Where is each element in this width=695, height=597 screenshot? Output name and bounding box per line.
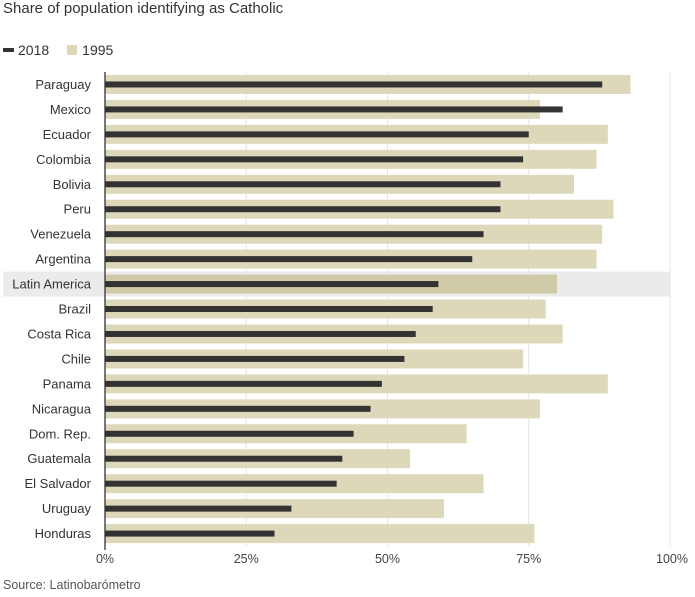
x-tick-label: 0%: [96, 552, 114, 566]
bar-2018: [105, 505, 292, 512]
bar-2018: [105, 330, 416, 337]
bar-2018: [105, 455, 343, 462]
bar-2018: [105, 156, 524, 163]
legend-label-2018: 2018: [18, 42, 50, 58]
bar-2018: [105, 380, 382, 387]
category-label: Peru: [64, 202, 91, 217]
legend-item-2018: 2018: [3, 42, 49, 58]
category-label: Panama: [43, 376, 92, 391]
category-label: Colombia: [36, 152, 92, 167]
bar-2018: [105, 355, 405, 362]
category-label: Chile: [61, 351, 91, 366]
bar-2018: [105, 181, 501, 188]
bar-2018: [105, 430, 354, 437]
category-label: Bolivia: [53, 177, 92, 192]
category-label: Ecuador: [43, 127, 92, 142]
category-label: Nicaragua: [32, 401, 92, 416]
x-tick-label: 100%: [656, 552, 688, 566]
chart-title: Share of population identifying as Catho…: [3, 0, 284, 17]
legend-swatch-1995: [67, 45, 78, 55]
bar-2018: [105, 256, 473, 263]
category-label: Argentina: [35, 252, 91, 267]
bar-2018: [105, 131, 529, 138]
legend-item-1995: 1995: [67, 42, 113, 58]
category-label: Brazil: [58, 302, 91, 317]
source-note: Source: Latinobarómetro: [3, 578, 141, 592]
legend-label-1995: 1995: [82, 42, 114, 58]
bar-2018: [105, 480, 337, 487]
category-label: Latin America: [12, 277, 92, 292]
category-label: Guatemala: [27, 451, 91, 466]
chart-legend: 2018 1995: [3, 42, 131, 58]
bar-1995: [105, 524, 535, 544]
category-label: Costa Rica: [27, 326, 91, 341]
bar-2018: [105, 81, 603, 88]
category-label: Honduras: [35, 526, 92, 541]
bar-2018: [105, 530, 275, 537]
category-label: Paraguay: [35, 77, 91, 92]
bar-2018: [105, 106, 563, 113]
category-label: Uruguay: [42, 501, 92, 516]
category-label: Dom. Rep.: [29, 426, 91, 441]
x-tick-label: 75%: [516, 552, 541, 566]
bar-2018: [105, 206, 501, 213]
bar-2018: [105, 306, 433, 313]
bar-2018: [105, 281, 439, 288]
bar-2018: [105, 405, 371, 412]
category-label: Venezuela: [30, 227, 91, 242]
category-label: Mexico: [50, 102, 91, 117]
bar-chart: Paraguay Mexico Ecuador Colombia Bolivia Peru…: [3, 72, 688, 566]
x-tick-label: 25%: [234, 552, 259, 566]
x-tick-label: 50%: [375, 552, 400, 566]
category-label: El Salvador: [25, 476, 92, 491]
bar-2018: [105, 231, 484, 238]
legend-swatch-2018: [3, 48, 14, 52]
